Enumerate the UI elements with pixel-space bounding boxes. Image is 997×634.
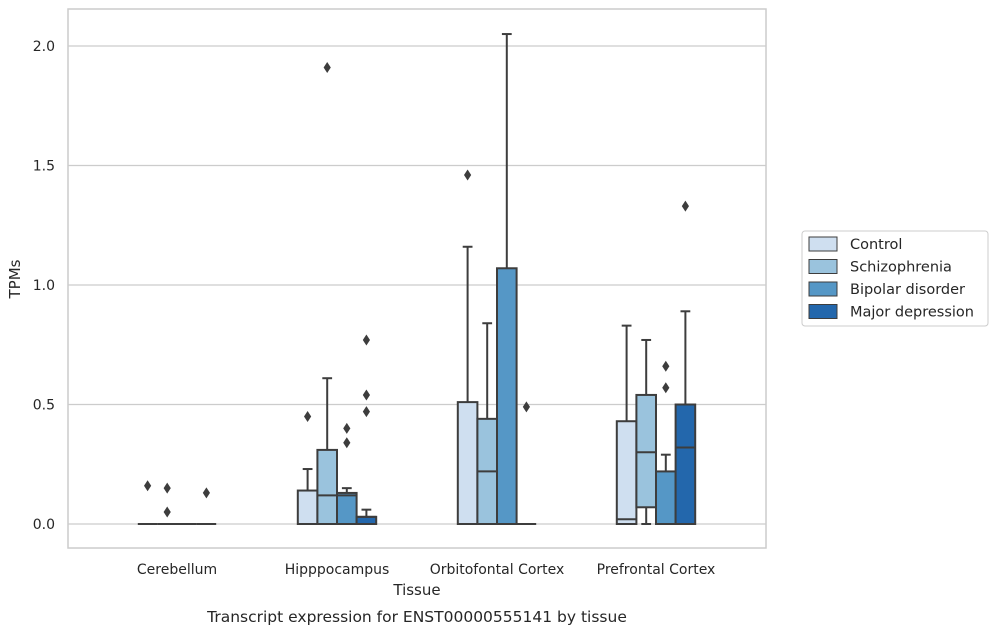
legend-swatch <box>808 259 838 274</box>
legend-swatch <box>808 236 838 252</box>
legend-label: Control <box>850 237 902 253</box>
grid-lines <box>68 45 766 525</box>
x-axis-title: Tissue <box>392 581 440 599</box>
box-body <box>635 393 658 509</box>
outlier-point <box>163 482 171 494</box>
x-tick-label: Prefrontal Cortex <box>597 562 716 578</box>
outlier-point <box>464 169 472 181</box>
x-tick-labels: Cerebellum Hipppocampus Orbitofontal Corte… <box>137 562 715 578</box>
y-tick-label: 0.5 <box>33 398 55 414</box>
box-body <box>296 489 319 526</box>
y-tick-label: 0.0 <box>33 517 55 533</box>
box-group <box>476 322 498 525</box>
box-body <box>674 403 697 525</box>
box-plot-marks <box>137 33 697 526</box>
legend-label: Major depression <box>850 305 974 321</box>
box-group <box>615 324 638 526</box>
box-group <box>496 33 518 525</box>
plot-frame <box>67 8 767 549</box>
box-body <box>355 515 378 526</box>
x-tick-label: Cerebellum <box>137 562 217 578</box>
box-body <box>615 420 638 526</box>
outlier-point <box>681 200 689 212</box>
box-group <box>316 62 338 525</box>
outlier-point <box>662 360 670 372</box>
outlier-point <box>304 410 312 422</box>
box-group <box>674 200 697 525</box>
outlier-point <box>343 437 351 449</box>
outlier-point <box>522 401 530 413</box>
box-group <box>456 169 479 525</box>
box-group <box>296 410 319 526</box>
box-body <box>336 491 358 525</box>
box-group <box>655 360 677 526</box>
legend: Control Schizophrenia Bipolar disorder Majo… <box>801 230 989 327</box>
legend-swatch <box>808 304 838 319</box>
y-tick-label: 2.0 <box>33 39 55 55</box>
outlier-point <box>323 62 331 74</box>
outlier-point <box>662 382 670 394</box>
box-group <box>355 334 378 526</box>
y-tick-label: 1.0 <box>33 278 55 294</box>
legend-label: Bipolar disorder <box>850 282 965 298</box>
chart-caption: Transcript expression for ENST0000055514… <box>206 608 627 626</box>
box-body <box>316 448 338 525</box>
outlier-point <box>362 406 370 418</box>
box-group <box>336 422 358 525</box>
legend-swatch <box>808 281 838 297</box>
outlier-point <box>144 480 152 492</box>
box-body <box>496 267 518 525</box>
y-tick-label: 1.5 <box>33 159 55 175</box>
outlier-point <box>163 506 171 518</box>
outlier-point <box>362 389 370 401</box>
outlier-point <box>343 422 351 434</box>
box-group <box>516 401 537 525</box>
outlier-point <box>202 487 210 499</box>
box-group <box>635 338 658 525</box>
x-tick-label: Orbitofontal Cortex <box>430 562 565 578</box>
x-tick-label: Hipppocampus <box>285 562 390 578</box>
legend-frame <box>801 230 989 327</box>
box-group <box>157 482 177 525</box>
box-body <box>456 401 479 525</box>
box-body <box>655 470 677 526</box>
legend-label: Schizophrenia <box>850 260 952 276</box>
outlier-point <box>362 334 370 346</box>
box-group <box>196 487 217 525</box>
y-tick-labels: 0.0 0.5 1.0 1.5 2.0 <box>33 39 55 533</box>
y-axis-title: TPMs <box>6 259 24 299</box>
box-group <box>137 480 158 525</box>
